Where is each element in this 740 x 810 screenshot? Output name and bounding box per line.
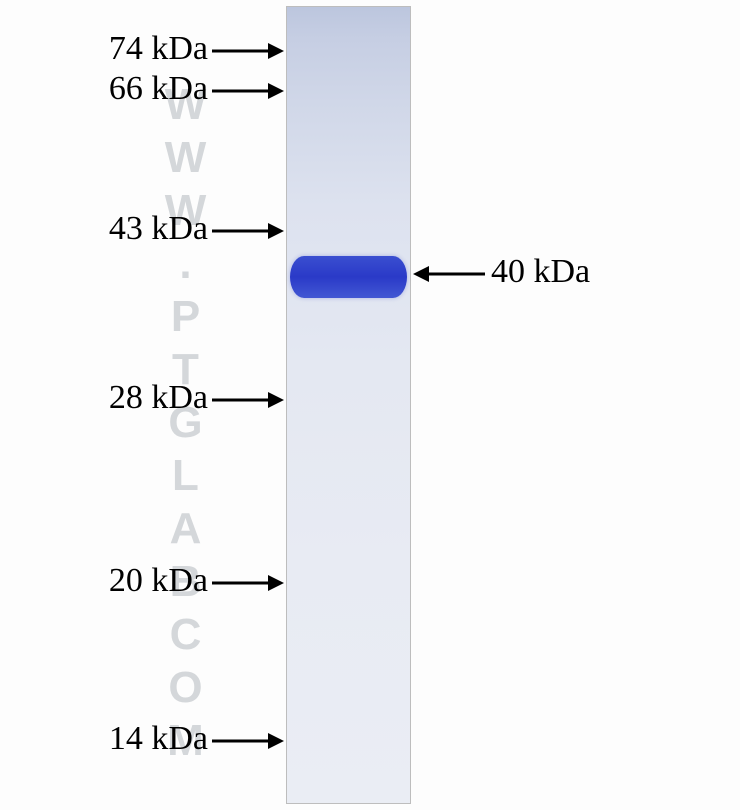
gel-lane	[286, 6, 411, 804]
marker-arrow-1	[196, 75, 300, 123]
marker-label-4: 20 kDa	[109, 562, 208, 600]
marker-label-0: 74 kDa	[109, 30, 208, 68]
gel-lane-background	[287, 7, 410, 803]
marker-arrow-2	[196, 215, 300, 263]
marker-label-3: 28 kDa	[109, 379, 208, 417]
marker-label-1: 66 kDa	[109, 70, 208, 108]
marker-arrow-3	[196, 384, 300, 432]
marker-label-5: 14 kDa	[109, 720, 208, 758]
marker-label-2: 43 kDa	[109, 210, 208, 248]
marker-arrow-4	[196, 567, 300, 615]
sample-arrow	[397, 258, 501, 306]
sample-label: 40 kDa	[491, 253, 590, 291]
marker-arrow-5	[196, 725, 300, 773]
sample-band	[290, 256, 407, 298]
gel-figure: WWW.PTGLABCOM 74 kDa66 kDa43 kDa28 kDa20…	[0, 0, 740, 810]
